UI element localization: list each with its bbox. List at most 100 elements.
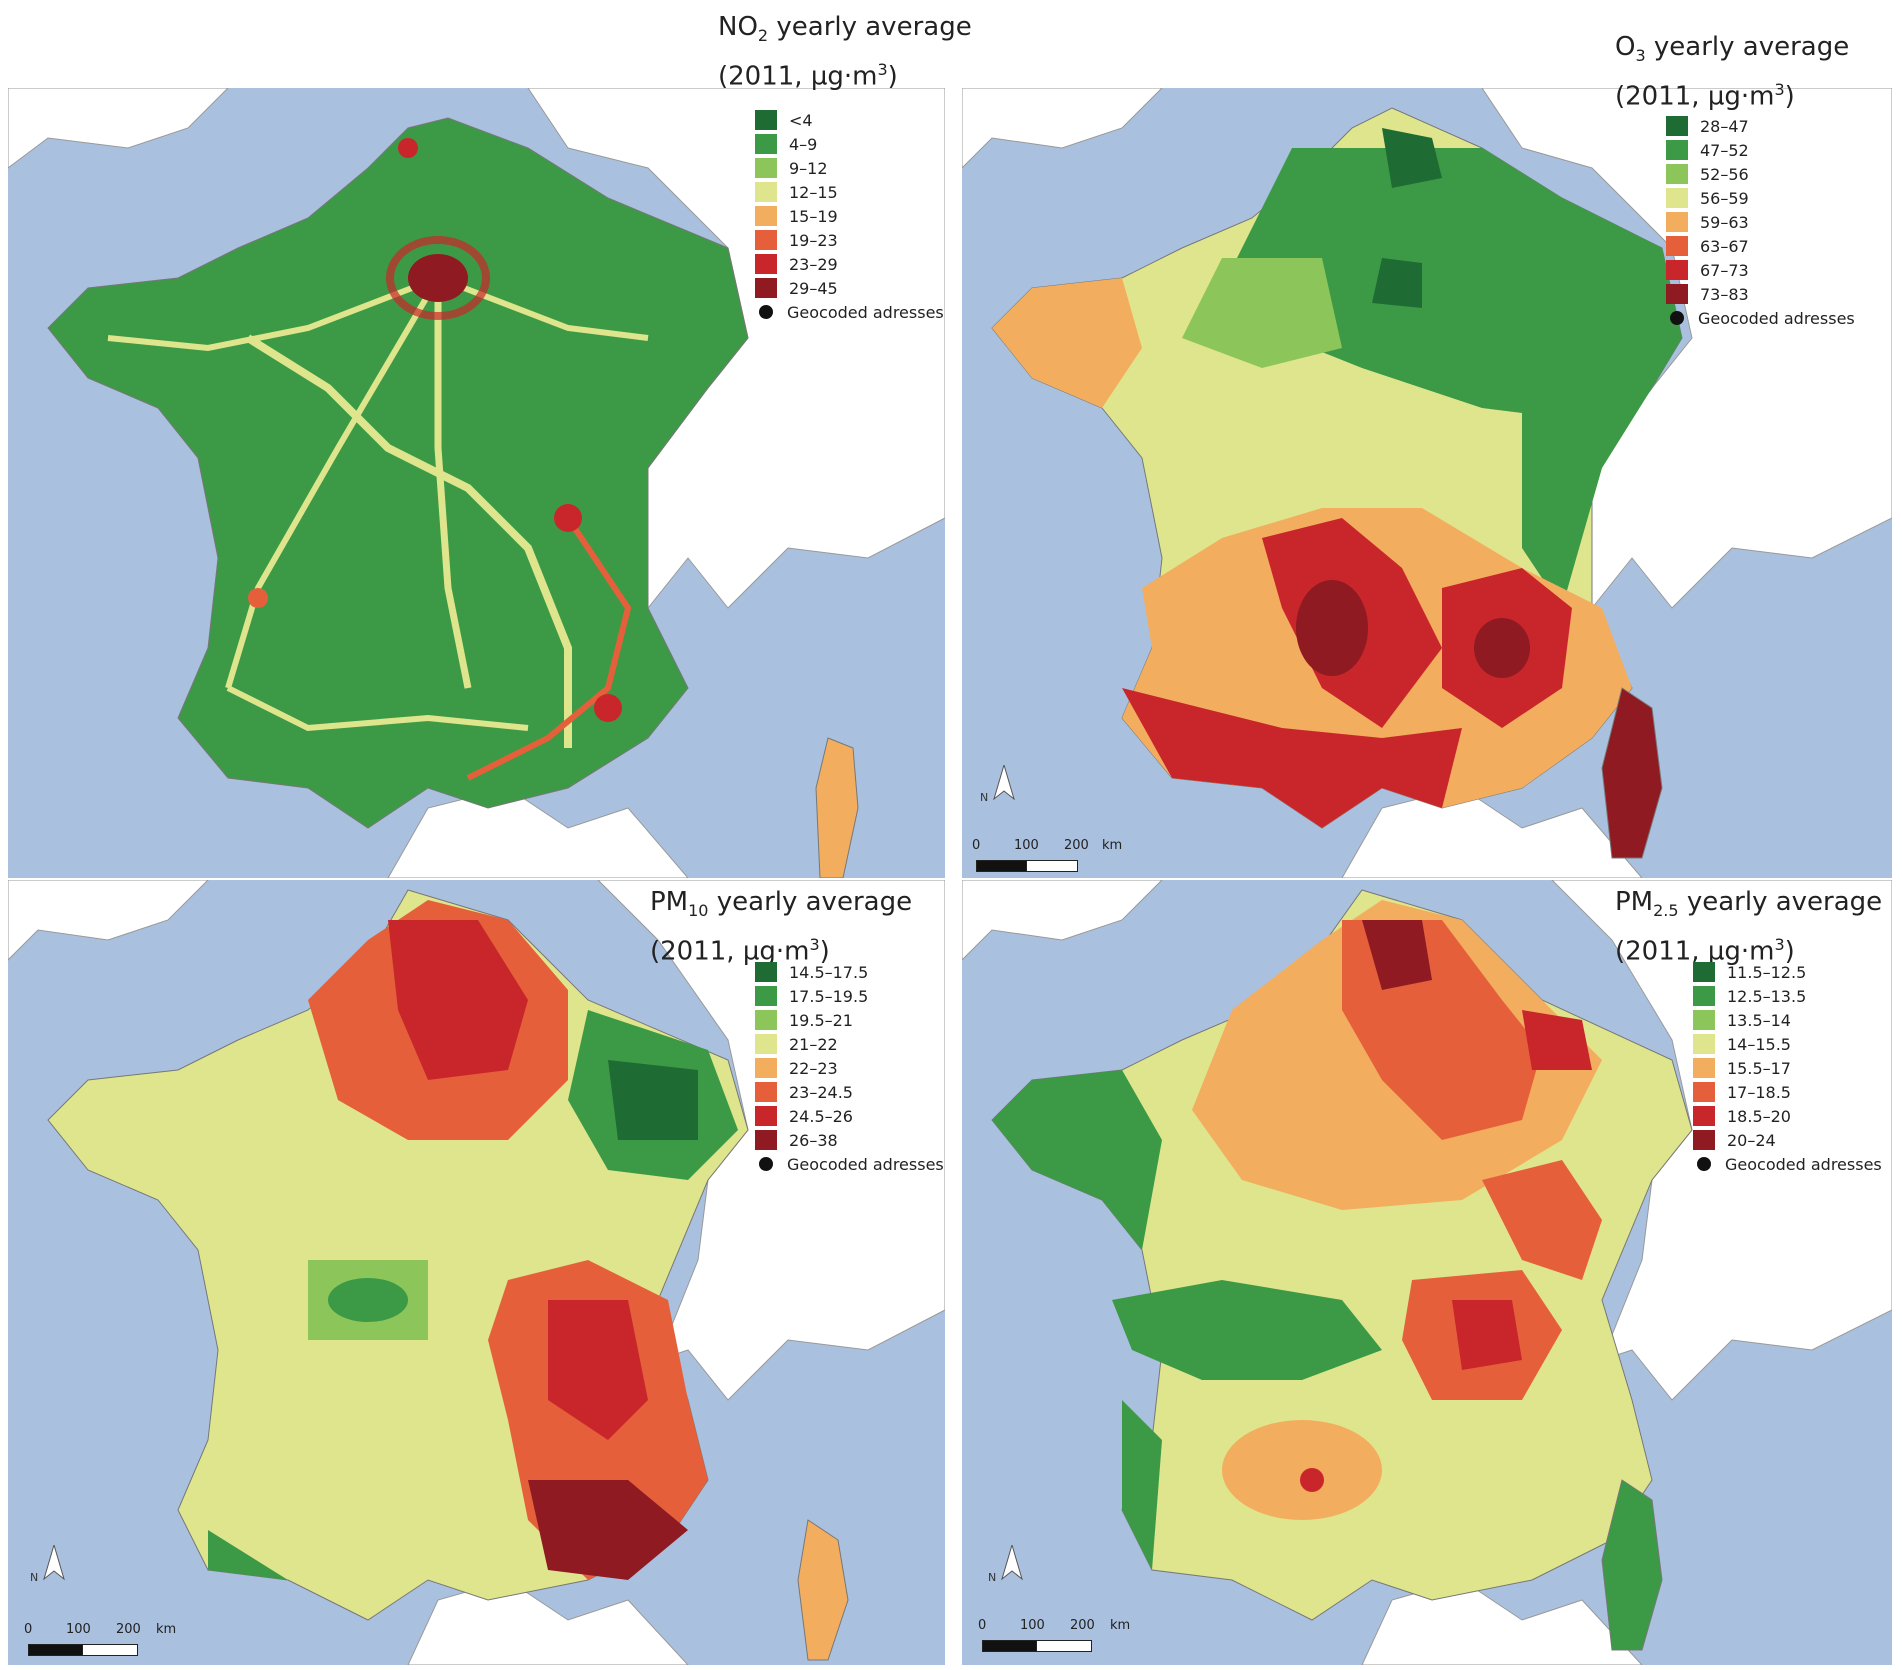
map-panel-o3 xyxy=(962,88,1892,878)
legend-item: 12–15 xyxy=(755,180,944,204)
scale-tick: 100 xyxy=(1020,1618,1045,1633)
legend-label: 73–83 xyxy=(1700,284,1749,304)
legend-item: 15–19 xyxy=(755,204,944,228)
title-main: NO xyxy=(718,12,758,42)
legend-label: 63–67 xyxy=(1700,236,1749,256)
title-superscript: 3 xyxy=(1774,80,1785,100)
legend-item: 73–83 xyxy=(1666,282,1855,306)
scale-tick: km xyxy=(1110,1618,1131,1633)
title-superscript: 3 xyxy=(877,60,888,80)
map-no2 xyxy=(8,88,945,878)
title-subscript: 2 xyxy=(757,26,769,46)
scale-tick: 200 xyxy=(1070,1618,1095,1633)
title-subscript: 2.5 xyxy=(1653,901,1679,921)
legend-item: 47–52 xyxy=(1666,138,1855,162)
legend-label: 20–24 xyxy=(1727,1130,1776,1150)
legend-pm10: 14.5–17.5 17.5–19.5 19.5–21 21–22 22–23 … xyxy=(755,960,944,1176)
legend-item: 21–22 xyxy=(755,1032,944,1056)
legend-item: 63–67 xyxy=(1666,234,1855,258)
scale-tick: km xyxy=(156,1622,177,1637)
legend-points-label: Geocoded adresses xyxy=(787,1154,944,1174)
legend-label: 19–23 xyxy=(789,230,838,250)
legend-label: 28–47 xyxy=(1700,116,1749,136)
legend-points-label: Geocoded adresses xyxy=(1698,308,1855,328)
point-icon xyxy=(759,1157,773,1171)
legend-label: 29–45 xyxy=(789,278,838,298)
north-arrow-icon: N xyxy=(988,1543,1024,1584)
legend-label: 47–52 xyxy=(1700,140,1749,160)
scale-tick: 200 xyxy=(1064,838,1089,853)
title-rest: yearly average xyxy=(768,12,972,42)
legend-points: Geocoded adresses xyxy=(1693,1152,1882,1176)
title-superscript: 3 xyxy=(809,935,820,955)
scale-tick: 100 xyxy=(66,1622,91,1637)
legend-label: 18.5–20 xyxy=(1727,1106,1791,1126)
scale-tick: 100 xyxy=(1014,838,1039,853)
legend-item: 13.5–14 xyxy=(1693,1008,1882,1032)
legend-points: Geocoded adresses xyxy=(755,300,944,324)
legend-label: 17–18.5 xyxy=(1727,1082,1791,1102)
legend-item: 18.5–20 xyxy=(1693,1104,1882,1128)
title-pm25: PM2.5 yearly average (2011, µg·m3) xyxy=(1615,885,1882,969)
legend-label: 9–12 xyxy=(789,158,828,178)
point-icon xyxy=(1697,1157,1711,1171)
legend-label: 23–24.5 xyxy=(789,1082,853,1102)
legend-item: 26–38 xyxy=(755,1128,944,1152)
map-panel-no2 xyxy=(8,88,945,878)
map-pm10 xyxy=(8,880,945,1665)
title-rest: yearly average xyxy=(1678,887,1883,917)
legend-label: 14–15.5 xyxy=(1727,1034,1791,1054)
title-unit-end: ) xyxy=(1784,936,1795,967)
map-panel-pm25 xyxy=(962,880,1892,1665)
scale-tick: 0 xyxy=(24,1622,33,1637)
scale-bar-pm25: 0 100 200 km xyxy=(978,1618,1131,1658)
legend-label: 59–63 xyxy=(1700,212,1749,232)
map-o3 xyxy=(962,88,1892,878)
legend-item: 23–24.5 xyxy=(755,1080,944,1104)
legend-item: 4–9 xyxy=(755,132,944,156)
title-o3: O3 yearly average (2011, µg·m3) xyxy=(1615,30,1849,114)
map-panel-pm10 xyxy=(8,880,945,1665)
legend-item: 20–24 xyxy=(1693,1128,1882,1152)
scale-tick: 0 xyxy=(978,1618,987,1633)
scale-bar-pm10: 0 100 200 km xyxy=(24,1622,177,1662)
title-unit-end: ) xyxy=(819,936,830,967)
title-unit: (2011, µg·m xyxy=(718,61,878,92)
legend-label: 21–22 xyxy=(789,1034,838,1054)
legend-item: 19.5–21 xyxy=(755,1008,944,1032)
legend-item: 24.5–26 xyxy=(755,1104,944,1128)
legend-item: 52–56 xyxy=(1666,162,1855,186)
legend-pm25: 11.5–12.5 12.5–13.5 13.5–14 14–15.5 15.5… xyxy=(1693,960,1882,1176)
legend-label: 14.5–17.5 xyxy=(789,962,869,982)
legend-item: 19–23 xyxy=(755,228,944,252)
legend-item: 67–73 xyxy=(1666,258,1855,282)
legend-points: Geocoded adresses xyxy=(755,1152,944,1176)
legend-label: 4–9 xyxy=(789,134,818,154)
title-main: PM xyxy=(650,887,689,917)
legend-item: 17–18.5 xyxy=(1693,1080,1882,1104)
legend-points-label: Geocoded adresses xyxy=(1725,1154,1882,1174)
north-arrow-icon: N xyxy=(30,1543,66,1584)
legend-item: 17.5–19.5 xyxy=(755,984,944,1008)
legend-label: 56–59 xyxy=(1700,188,1749,208)
title-unit: (2011, µg·m xyxy=(650,936,810,967)
map-pm25 xyxy=(962,880,1892,1665)
scale-tick: km xyxy=(1102,838,1123,853)
north-label: N xyxy=(980,791,989,804)
legend-label: 26–38 xyxy=(789,1130,838,1150)
legend-label: 15–19 xyxy=(789,206,838,226)
title-superscript: 3 xyxy=(1774,935,1785,955)
title-main: O xyxy=(1615,32,1636,62)
legend-label: 24.5–26 xyxy=(789,1106,853,1126)
title-rest: yearly average xyxy=(708,887,913,917)
legend-item: <4 xyxy=(755,108,944,132)
legend-item: 12.5–13.5 xyxy=(1693,984,1882,1008)
legend-item: 59–63 xyxy=(1666,210,1855,234)
legend-item: 29–45 xyxy=(755,276,944,300)
legend-label: 11.5–12.5 xyxy=(1727,962,1807,982)
legend-label: 52–56 xyxy=(1700,164,1749,184)
legend-label: 67–73 xyxy=(1700,260,1749,280)
title-unit-end: ) xyxy=(1784,81,1795,112)
legend-item: 11.5–12.5 xyxy=(1693,960,1882,984)
legend-no2: <4 4–9 9–12 12–15 15–19 19–23 23–29 29–4… xyxy=(755,108,944,324)
